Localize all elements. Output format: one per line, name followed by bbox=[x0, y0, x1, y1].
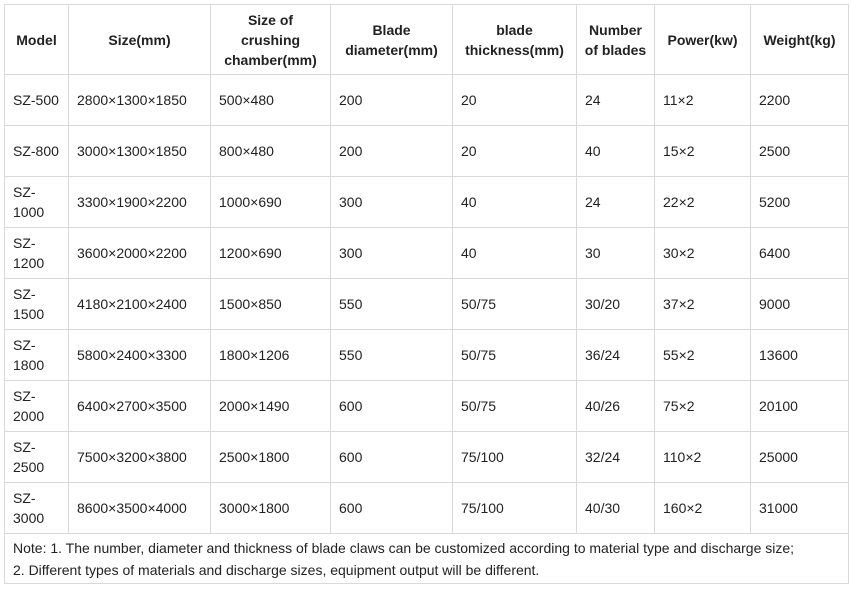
cell-number-of-blades: 40/30 bbox=[576, 482, 655, 534]
cell-chamber-size: 800×480 bbox=[210, 125, 331, 177]
cell-power: 15×2 bbox=[654, 125, 751, 177]
cell-size: 3000×1300×1850 bbox=[68, 125, 211, 177]
table-row: SZ-1200 3600×2000×2200 1200×690 300 40 3… bbox=[4, 227, 849, 279]
cell-model: SZ-3000 bbox=[4, 482, 69, 534]
cell-blade-diameter: 550 bbox=[330, 278, 453, 330]
cell-number-of-blades: 40/26 bbox=[576, 380, 655, 432]
table-note: Note: 1. The number, diameter and thickn… bbox=[4, 533, 849, 584]
note-line-1: Note: 1. The number, diameter and thickn… bbox=[13, 539, 795, 556]
cell-blade-diameter: 600 bbox=[330, 482, 453, 534]
cell-model: SZ-1800 bbox=[4, 329, 69, 381]
cell-power: 55×2 bbox=[654, 329, 751, 381]
cell-chamber-size: 2500×1800 bbox=[210, 431, 331, 483]
cell-blade-thickness: 20 bbox=[452, 74, 577, 126]
cell-blade-thickness: 50/75 bbox=[452, 278, 577, 330]
header-size: Size(mm) bbox=[68, 4, 211, 75]
cell-power: 75×2 bbox=[654, 380, 751, 432]
cell-weight: 2200 bbox=[750, 74, 849, 126]
cell-power: 22×2 bbox=[654, 176, 751, 228]
cell-number-of-blades: 36/24 bbox=[576, 329, 655, 381]
table-row: SZ-800 3000×1300×1850 800×480 200 20 40 … bbox=[4, 125, 849, 177]
cell-weight: 5200 bbox=[750, 176, 849, 228]
cell-size: 6400×2700×3500 bbox=[68, 380, 211, 432]
cell-blade-thickness: 50/75 bbox=[452, 380, 577, 432]
cell-chamber-size: 1500×850 bbox=[210, 278, 331, 330]
cell-blade-diameter: 600 bbox=[330, 431, 453, 483]
header-weight: Weight(kg) bbox=[750, 4, 849, 75]
cell-blade-diameter: 300 bbox=[330, 176, 453, 228]
cell-number-of-blades: 24 bbox=[576, 74, 655, 126]
cell-blade-thickness: 50/75 bbox=[452, 329, 577, 381]
cell-size: 8600×3500×4000 bbox=[68, 482, 211, 534]
header-number-of-blades: Number of blades bbox=[576, 4, 655, 75]
cell-blade-diameter: 600 bbox=[330, 380, 453, 432]
cell-weight: 2500 bbox=[750, 125, 849, 177]
table-row: SZ-2500 7500×3200×3800 2500×1800 600 75/… bbox=[4, 431, 849, 483]
table-row: SZ-1500 4180×2100×2400 1500×850 550 50/7… bbox=[4, 278, 849, 330]
cell-blade-diameter: 200 bbox=[330, 125, 453, 177]
cell-size: 3300×1900×2200 bbox=[68, 176, 211, 228]
cell-chamber-size: 2000×1490 bbox=[210, 380, 331, 432]
table-row: SZ-1000 3300×1900×2200 1000×690 300 40 2… bbox=[4, 176, 849, 228]
cell-blade-diameter: 200 bbox=[330, 74, 453, 126]
cell-blade-diameter: 300 bbox=[330, 227, 453, 279]
cell-weight: 31000 bbox=[750, 482, 849, 534]
cell-number-of-blades: 24 bbox=[576, 176, 655, 228]
cell-blade-diameter: 550 bbox=[330, 329, 453, 381]
cell-model: SZ-1200 bbox=[4, 227, 69, 279]
cell-number-of-blades: 40 bbox=[576, 125, 655, 177]
header-blade-diameter: Blade diameter(mm) bbox=[330, 4, 453, 75]
table-row: SZ-1800 5800×2400×3300 1800×1206 550 50/… bbox=[4, 329, 849, 381]
cell-weight: 6400 bbox=[750, 227, 849, 279]
cell-model: SZ-2500 bbox=[4, 431, 69, 483]
table-row: SZ-2000 6400×2700×3500 2000×1490 600 50/… bbox=[4, 380, 849, 432]
cell-blade-thickness: 40 bbox=[452, 176, 577, 228]
specification-table: Model Size(mm) Size of crushing chamber(… bbox=[4, 4, 849, 584]
cell-weight: 20100 bbox=[750, 380, 849, 432]
cell-power: 30×2 bbox=[654, 227, 751, 279]
cell-model: SZ-2000 bbox=[4, 380, 69, 432]
cell-power: 37×2 bbox=[654, 278, 751, 330]
cell-blade-thickness: 75/100 bbox=[452, 431, 577, 483]
cell-weight: 13600 bbox=[750, 329, 849, 381]
cell-chamber-size: 1800×1206 bbox=[210, 329, 331, 381]
header-chamber-size: Size of crushing chamber(mm) bbox=[210, 4, 331, 75]
cell-model: SZ-1000 bbox=[4, 176, 69, 228]
table-row: SZ-500 2800×1300×1850 500×480 200 20 24 … bbox=[4, 74, 849, 126]
cell-power: 11×2 bbox=[654, 74, 751, 126]
cell-size: 3600×2000×2200 bbox=[68, 227, 211, 279]
cell-power: 160×2 bbox=[654, 482, 751, 534]
header-row: Model Size(mm) Size of crushing chamber(… bbox=[4, 4, 849, 75]
cell-number-of-blades: 32/24 bbox=[576, 431, 655, 483]
cell-model: SZ-500 bbox=[4, 74, 69, 126]
cell-chamber-size: 1000×690 bbox=[210, 176, 331, 228]
header-power: Power(kw) bbox=[654, 4, 751, 75]
cell-chamber-size: 1200×690 bbox=[210, 227, 331, 279]
cell-blade-thickness: 40 bbox=[452, 227, 577, 279]
cell-size: 4180×2100×2400 bbox=[68, 278, 211, 330]
cell-model: SZ-800 bbox=[4, 125, 69, 177]
note-line-2: 2. Different types of materials and disc… bbox=[13, 561, 540, 578]
cell-weight: 25000 bbox=[750, 431, 849, 483]
cell-blade-thickness: 20 bbox=[452, 125, 577, 177]
cell-blade-thickness: 75/100 bbox=[452, 482, 577, 534]
note-row: Note: 1. The number, diameter and thickn… bbox=[4, 533, 849, 584]
cell-number-of-blades: 30 bbox=[576, 227, 655, 279]
cell-power: 110×2 bbox=[654, 431, 751, 483]
table-row: SZ-3000 8600×3500×4000 3000×1800 600 75/… bbox=[4, 482, 849, 534]
cell-size: 7500×3200×3800 bbox=[68, 431, 211, 483]
header-model: Model bbox=[4, 4, 69, 75]
cell-chamber-size: 500×480 bbox=[210, 74, 331, 126]
header-blade-thickness: blade thickness(mm) bbox=[452, 4, 577, 75]
cell-number-of-blades: 30/20 bbox=[576, 278, 655, 330]
cell-chamber-size: 3000×1800 bbox=[210, 482, 331, 534]
cell-weight: 9000 bbox=[750, 278, 849, 330]
cell-size: 2800×1300×1850 bbox=[68, 74, 211, 126]
cell-size: 5800×2400×3300 bbox=[68, 329, 211, 381]
cell-model: SZ-1500 bbox=[4, 278, 69, 330]
